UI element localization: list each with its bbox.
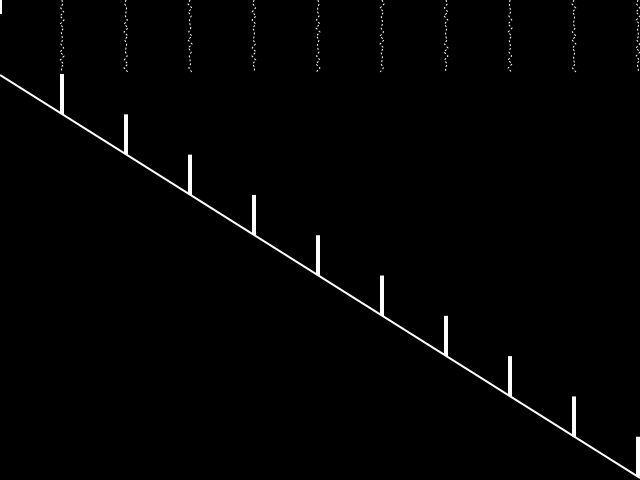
wavy-strand	[123, 0, 129, 73]
wavy-strand	[59, 0, 65, 73]
vertical-post	[60, 74, 64, 115]
vertical-post	[188, 154, 192, 195]
vertical-post	[572, 396, 576, 437]
vertical-post	[124, 114, 128, 155]
vertical-post	[508, 356, 512, 397]
vertical-post	[316, 235, 320, 276]
wavy-strand	[315, 0, 321, 73]
vertical-post	[636, 436, 640, 477]
corner-mark	[0, 0, 2, 14]
vertical-post	[380, 275, 384, 316]
posts-group	[59, 0, 640, 477]
vertical-post	[444, 315, 448, 356]
diagonal-line	[0, 74, 640, 479]
wavy-strand	[507, 0, 513, 73]
vertical-post	[252, 194, 256, 235]
wavy-strand	[251, 0, 257, 73]
wavy-strand	[187, 0, 193, 73]
